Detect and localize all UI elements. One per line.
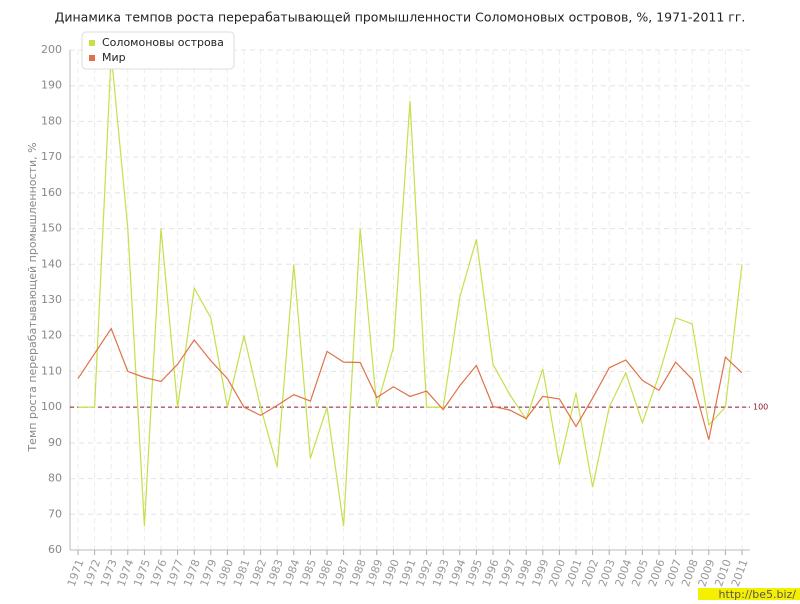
legend-label: Мир	[102, 51, 126, 64]
legend-swatch	[89, 55, 95, 61]
y-tick-label: 100	[41, 400, 62, 413]
legend-swatch	[89, 40, 95, 46]
y-tick-label: 120	[41, 329, 62, 342]
y-tick-label: 90	[48, 436, 62, 449]
chart-title: Динамика темпов роста перерабатывающей п…	[55, 10, 746, 25]
reference-label: 100	[753, 403, 768, 412]
legend-label: Соломоновы острова	[102, 36, 224, 49]
y-tick-label: 150	[41, 222, 62, 235]
y-tick-label: 70	[48, 507, 62, 520]
y-tick-label: 60	[48, 543, 62, 556]
series-line	[78, 53, 743, 527]
legend: Соломоновы острова Мир	[81, 31, 235, 70]
y-tick-label: 140	[41, 257, 62, 270]
y-tick-label: 200	[41, 43, 62, 56]
y-tick-label: 130	[41, 293, 62, 306]
legend-box	[81, 31, 235, 70]
y-tick-label: 80	[48, 472, 62, 485]
series-line	[77, 327, 743, 440]
y-tick-label: 170	[41, 150, 62, 163]
y-tick-label: 160	[41, 186, 62, 199]
y-tick-label: 190	[41, 79, 62, 92]
y-axis-label: Темп роста перерабатывающей промышленнос…	[26, 142, 39, 452]
y-tick-label: 110	[41, 364, 62, 377]
watermark-bg	[698, 588, 800, 600]
y-tick-label: 180	[41, 114, 62, 127]
watermark: http://be5.biz/	[719, 588, 797, 600]
